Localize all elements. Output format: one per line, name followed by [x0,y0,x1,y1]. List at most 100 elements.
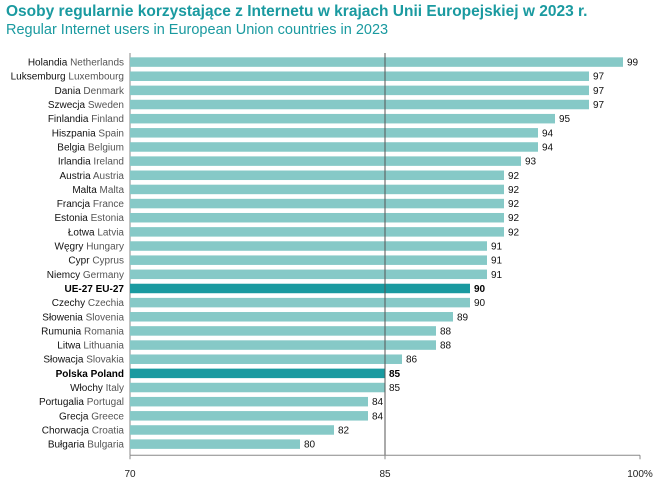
category-label-pl: Niemcy [47,270,83,281]
bar [130,128,538,138]
value-label: 84 [372,397,384,408]
category-label: Czechy Czechia [52,298,125,309]
value-label: 80 [304,440,316,451]
x-tick-label: 85 [379,469,391,480]
value-label: 99 [627,58,639,69]
category-label-en: Cyprus [92,256,124,267]
category-label-pl: Bułgaria [48,440,87,451]
value-label: 88 [440,326,452,337]
x-tick-label: 100% [627,469,653,480]
category-label-pl: Hiszpania [52,128,99,139]
value-label: 97 [593,100,605,111]
category-label-en: Ireland [93,157,124,168]
bar [130,71,589,81]
bar [130,269,487,280]
bar [130,241,487,251]
category-label-en: Luxembourg [68,72,124,83]
category-label: Polska Poland [56,369,124,380]
value-label: 92 [508,227,520,238]
bar [130,354,402,364]
category-label-en: Croatia [92,425,125,436]
category-label-pl: Dania [55,86,84,97]
category-label-en: Finland [91,114,124,125]
category-label-pl: Grecja [59,411,91,422]
bar [130,411,368,421]
bar [130,184,504,195]
value-label: 86 [406,355,418,366]
category-label: Niemcy Germany [47,270,124,281]
category-label-pl: Luksemburg [11,72,69,83]
category-label: Portugalia Portugal [39,397,124,408]
category-label-pl: Litwa [57,341,83,352]
value-label: 91 [491,242,503,253]
value-label: 84 [372,411,384,422]
value-label: 95 [559,114,571,125]
category-label: Irlandia Ireland [58,157,124,168]
bar [130,283,470,294]
category-label-pl: Cypr [68,256,92,267]
value-label: 92 [508,213,520,224]
value-label: 91 [491,256,503,267]
category-label-en: Sweden [88,100,124,111]
category-label: Malta Malta [72,185,124,196]
category-label-en: Netherlands [70,58,124,69]
category-label-en: Italy [106,383,124,394]
category-label-en: Denmark [83,86,125,97]
category-label-pl: Szwecja [48,100,88,111]
category-label: Hiszpania Spain [52,128,124,139]
value-label: 82 [338,425,350,436]
category-label-pl: Węgry [55,242,87,253]
category-label: Słowenia Slovenia [42,312,124,323]
bar [130,198,504,209]
category-label-pl: Austria [60,171,93,182]
category-label-en: Bulgaria [87,440,124,451]
category-label-en: Spain [98,128,124,139]
category-label: Francja France [57,199,125,210]
bar [130,297,470,308]
category-label-en: Lithuania [83,341,124,352]
bar [130,142,538,152]
category-label-en: Germany [83,270,124,281]
value-label: 85 [389,369,401,380]
category-label-pl: UE-27 [65,284,96,295]
category-label: Litwa Lithuania [57,341,124,352]
category-label-en: Romania [84,326,124,337]
value-label: 85 [389,383,401,394]
value-label: 92 [508,199,520,210]
category-label-en: Austria [93,171,125,182]
value-label: 92 [508,171,520,182]
bar [130,425,334,435]
category-label-pl: Słowacja [43,355,86,366]
bar [130,368,385,379]
chart-title-pl: Osoby regularnie korzystające z Internet… [6,3,588,20]
category-label-pl: Czechy [52,298,88,309]
value-label: 89 [457,312,469,323]
category-label-en: Belgium [88,142,124,153]
category-label: Węgry Hungary [55,242,124,253]
category-label-pl: Estonia [55,213,91,224]
category-label: Grecja Greece [59,411,124,422]
category-label-pl: Irlandia [58,157,94,168]
category-label: Dania Denmark [55,86,125,97]
category-label: Luksemburg Luxembourg [11,72,124,83]
category-label-en: Hungary [86,242,124,253]
value-label: 97 [593,72,605,83]
bar [130,99,589,110]
category-label-pl: Francja [57,199,93,210]
category-label-pl: Słowenia [42,312,85,323]
category-label-pl: Portugalia [39,397,87,408]
category-label: Rumunia Romania [41,326,124,337]
value-label: 88 [440,341,452,352]
bar [130,312,453,322]
category-label-pl: Belgia [57,142,88,153]
category-label: Estonia Estonia [55,213,125,224]
category-label-en: France [93,199,125,210]
category-label: Łotwa Latvia [68,227,125,238]
category-label-en: Slovenia [86,312,125,323]
value-label: 97 [593,86,605,97]
value-label: 94 [542,128,554,139]
category-label: Szwecja Sweden [48,100,124,111]
bar [130,113,555,124]
category-label-pl: Włochy [70,383,106,394]
